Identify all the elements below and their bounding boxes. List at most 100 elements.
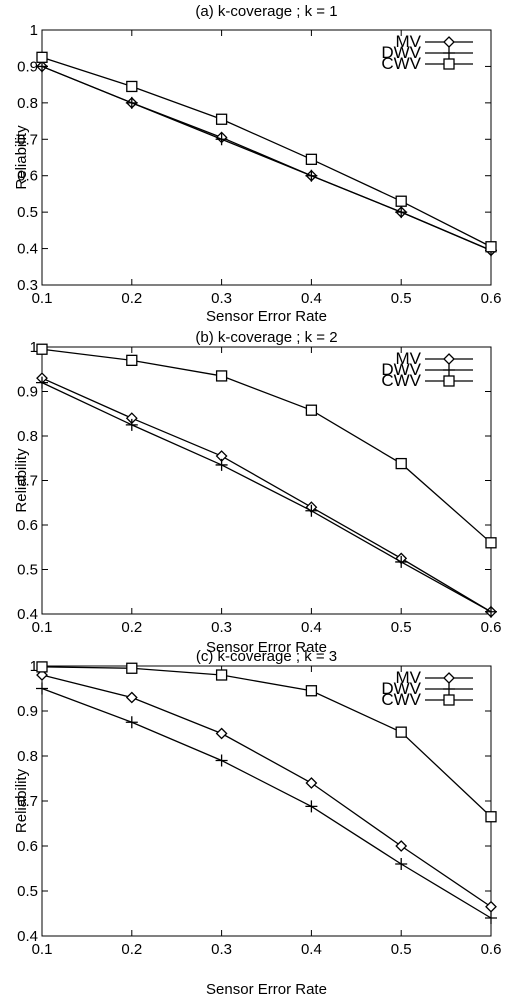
y-tick-label: 0.4 xyxy=(17,928,38,945)
data-point xyxy=(485,912,497,924)
data-point xyxy=(215,458,228,471)
x-tick-label: 0.3 xyxy=(211,619,232,636)
data-point xyxy=(305,153,318,165)
series-line-mv xyxy=(41,674,492,908)
legend-marker xyxy=(443,58,455,70)
legend-marker xyxy=(443,353,455,365)
y-tick-label: 0.7 xyxy=(17,793,38,810)
data-point xyxy=(395,555,408,568)
data-point xyxy=(36,661,48,673)
chart-panel: (a) k-coverage ; k = 1 0.1 0.2 0.3 0.4 0.5 0.6… xyxy=(13,3,501,325)
data-point xyxy=(126,80,138,93)
data-point xyxy=(305,777,318,789)
x-tick-label: 0.5 xyxy=(391,619,412,636)
data-point xyxy=(215,133,228,146)
chart-title: (c) k-coverage ; k = 3 xyxy=(196,648,337,665)
data-point xyxy=(215,727,228,740)
y-tick-label: 0.5 xyxy=(17,883,38,900)
x-tick-label: 0.4 xyxy=(301,941,322,958)
series-line-dwv xyxy=(41,382,492,613)
legend-label: CWV xyxy=(381,690,421,709)
x-tick-label: 0.6 xyxy=(481,941,502,958)
data-point xyxy=(485,241,497,253)
y-axis-label: Reliability xyxy=(13,768,30,833)
x-tick-label: 0.2 xyxy=(121,619,142,636)
x-tick-label: 0.2 xyxy=(121,941,142,958)
legend-marker xyxy=(443,683,455,695)
x-tick-label: 0.1 xyxy=(32,619,53,636)
legend-marker xyxy=(443,47,455,59)
x-tick-label: 0.3 xyxy=(211,941,232,958)
data-point xyxy=(395,726,407,738)
y-tick-label: 0.6 xyxy=(17,517,38,534)
data-point xyxy=(125,418,138,431)
x-tick-label: 0.6 xyxy=(481,619,502,636)
legend-label: DWV xyxy=(381,43,421,62)
x-tick-label: 0.1 xyxy=(32,290,53,307)
plot-frame xyxy=(41,29,492,286)
legend-label: DWV xyxy=(381,679,421,698)
y-tick-label: 1 xyxy=(30,22,38,39)
data-point xyxy=(305,685,318,697)
legend-label: MV xyxy=(396,32,422,51)
y-tick-label: 0.7 xyxy=(17,473,38,490)
data-point xyxy=(395,840,408,852)
y-tick-label: 1 xyxy=(30,339,38,356)
y-tick-label: 0.8 xyxy=(17,95,38,112)
chart-panel: (c) k-coverage ; k = 3 0.1 0.2 0.3 0.4 0.5 0.6… xyxy=(13,648,501,998)
legend-marker xyxy=(443,672,455,684)
data-point xyxy=(125,691,138,704)
y-tick-label: 1 xyxy=(30,658,38,675)
data-point xyxy=(305,504,318,517)
legend-marker xyxy=(443,364,455,376)
data-point xyxy=(305,800,318,813)
legend-label: MV xyxy=(396,668,422,687)
data-point xyxy=(305,169,318,182)
data-point xyxy=(395,457,407,470)
legend-label: DWV xyxy=(381,360,421,379)
series-line-dwv xyxy=(41,65,492,251)
series-line-mv xyxy=(41,377,492,613)
series-line-cwv xyxy=(41,666,492,818)
data-point xyxy=(36,343,48,355)
legend-marker xyxy=(443,694,455,706)
data-point xyxy=(125,716,138,729)
data-point xyxy=(395,206,408,219)
data-point xyxy=(215,113,228,125)
x-tick-label: 0.2 xyxy=(121,290,142,307)
series-line-dwv xyxy=(41,687,492,919)
x-axis-label: Sensor Error Rate xyxy=(206,981,327,998)
y-tick-label: 0.6 xyxy=(17,838,38,855)
data-point xyxy=(215,370,228,382)
data-point xyxy=(485,900,497,913)
x-tick-label: 0.4 xyxy=(301,290,322,307)
data-point xyxy=(36,51,48,63)
data-point xyxy=(126,662,138,674)
legend-label: CWV xyxy=(381,54,421,73)
data-point xyxy=(395,858,408,870)
y-axis-label: Reliability xyxy=(13,448,30,513)
y-tick-label: 0.9 xyxy=(17,58,38,75)
x-tick-label: 0.5 xyxy=(391,941,412,958)
y-tick-label: 0.4 xyxy=(17,606,38,623)
data-point xyxy=(395,195,407,207)
legend-label: MV xyxy=(396,349,422,368)
y-tick-label: 0.9 xyxy=(17,703,38,720)
x-tick-label: 0.1 xyxy=(32,941,53,958)
x-axis-label: Sensor Error Rate xyxy=(206,639,327,656)
chart-title: (a) k-coverage ; k = 1 xyxy=(195,3,337,20)
y-tick-label: 0.7 xyxy=(17,131,38,148)
data-point xyxy=(36,682,48,695)
y-axis-label: Reliability xyxy=(13,125,30,190)
y-tick-label: 0.9 xyxy=(17,384,38,401)
y-tick-label: 0.3 xyxy=(17,277,38,294)
plot-frame xyxy=(41,665,492,937)
data-point xyxy=(36,376,48,389)
series-line-cwv xyxy=(41,348,492,544)
y-tick-label: 0.6 xyxy=(17,168,38,185)
y-tick-label: 0.8 xyxy=(17,428,38,445)
chart-title: (b) k-coverage ; k = 2 xyxy=(195,329,337,346)
x-tick-label: 0.4 xyxy=(301,619,322,636)
data-point xyxy=(125,96,138,109)
